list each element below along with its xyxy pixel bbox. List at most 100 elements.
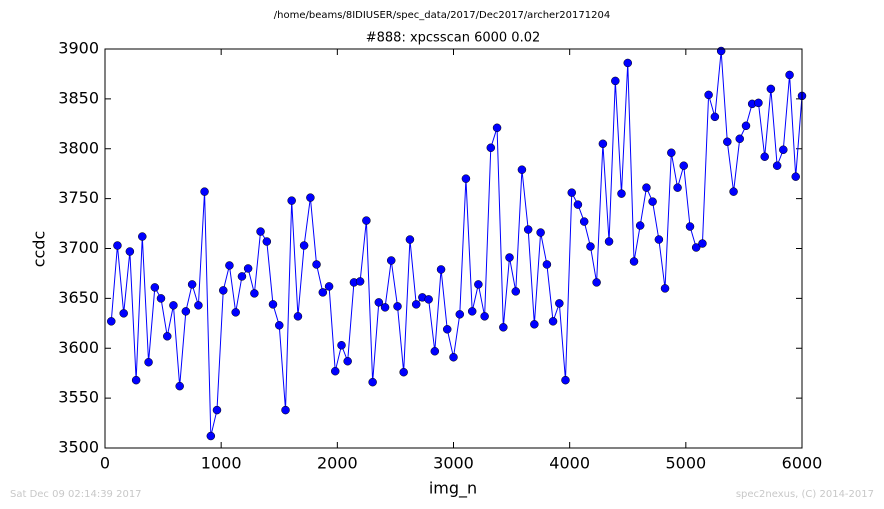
data-point: [150, 283, 160, 292]
data-line: [110, 50, 803, 437]
data-point: [536, 228, 545, 237]
data-point: [579, 217, 589, 226]
data-point: [567, 188, 577, 197]
data-point: [530, 320, 539, 329]
data-point: [250, 289, 259, 298]
data-point: [691, 243, 701, 252]
data-point: [704, 90, 713, 100]
footer-right: spec2nexus, (C) 2014-2017: [736, 489, 874, 500]
data-point: [679, 161, 688, 170]
data-point: [629, 257, 639, 266]
data-point: [330, 366, 340, 376]
y-tick-label: 3850: [58, 88, 99, 107]
data-point: [791, 172, 800, 181]
y-tick-label: 3550: [58, 388, 99, 407]
y-tick-label: 3900: [58, 39, 99, 58]
data-point: [393, 302, 402, 311]
data-point: [480, 312, 489, 321]
data-point: [660, 284, 670, 293]
data-point: [231, 308, 240, 317]
chart-title: #888: xpcsscan 6000 0.02: [366, 31, 541, 46]
data-point: [107, 317, 116, 326]
data-point: [766, 84, 776, 94]
data-point: [592, 278, 601, 287]
plot-frame: [104, 48, 803, 449]
data-point: [287, 196, 296, 205]
data-point: [499, 323, 508, 332]
data-point: [405, 235, 415, 244]
data-point: [642, 183, 651, 192]
data-point: [355, 277, 365, 286]
data-point: [785, 70, 794, 80]
suptitle: /home/beams/8IDIUSER/spec_data/2017/Dec2…: [274, 10, 610, 21]
data-point: [113, 241, 122, 250]
data-point: [362, 216, 371, 225]
data-point: [735, 134, 744, 144]
data-point: [486, 143, 496, 153]
data-point: [573, 200, 583, 209]
x-tick-label: 2000: [317, 454, 358, 473]
data-point: [729, 187, 738, 196]
data-point: [760, 152, 769, 161]
data-point: [604, 237, 614, 246]
data-point: [511, 287, 521, 296]
data-point: [144, 357, 153, 367]
data-point: [710, 112, 720, 122]
data-point: [237, 272, 247, 281]
data-point: [635, 221, 645, 230]
data-point: [517, 165, 527, 174]
data-point: [442, 325, 452, 334]
y-axis-label: ccdc: [30, 231, 49, 268]
y-tick-label: 3700: [58, 238, 99, 257]
data-point: [685, 222, 695, 231]
data-point: [312, 260, 321, 269]
y-tick-label: 3650: [58, 288, 99, 307]
y-tick-label: 3750: [58, 188, 99, 207]
x-tick-label: 5000: [665, 454, 706, 473]
y-tick-label: 3800: [58, 138, 99, 157]
data-point: [169, 301, 178, 310]
data-point: [424, 295, 433, 304]
data-point: [306, 193, 315, 202]
x-tick-label: 6000: [782, 454, 823, 473]
data-point: [555, 299, 564, 308]
x-tick-label: 3000: [433, 454, 474, 473]
data-point: [343, 356, 352, 366]
data-point: [181, 307, 191, 316]
x-tick-label: 1000: [201, 454, 242, 473]
data-point: [299, 241, 309, 250]
data-point: [243, 264, 253, 273]
data-point: [779, 145, 788, 154]
data-point: [772, 161, 782, 170]
data-point: [611, 76, 620, 86]
data-point: [318, 288, 328, 297]
data-point: [723, 137, 732, 147]
data-point: [492, 123, 502, 133]
data-point: [219, 286, 228, 295]
data-point: [275, 321, 284, 330]
data-point: [262, 237, 272, 246]
x-tick-label: 0: [100, 454, 110, 473]
data-point: [212, 405, 222, 415]
data-point: [281, 405, 290, 415]
data-point: [187, 280, 197, 289]
data-point: [474, 280, 483, 289]
data-point: [561, 375, 570, 385]
data-point: [623, 58, 632, 68]
data-point: [542, 260, 552, 269]
data-point: [156, 294, 166, 303]
data-point: [194, 301, 203, 310]
data-point: [449, 352, 458, 362]
data-point: [617, 189, 626, 198]
data-point: [673, 183, 682, 192]
data-point: [505, 253, 514, 262]
data-point: [754, 98, 763, 108]
data-point: [119, 309, 128, 318]
data-point: [386, 256, 396, 265]
data-point: [399, 367, 408, 377]
data-point: [586, 242, 595, 251]
x-axis-label: img_n: [429, 479, 477, 499]
data-point: [131, 375, 141, 385]
data-point: [368, 377, 377, 387]
